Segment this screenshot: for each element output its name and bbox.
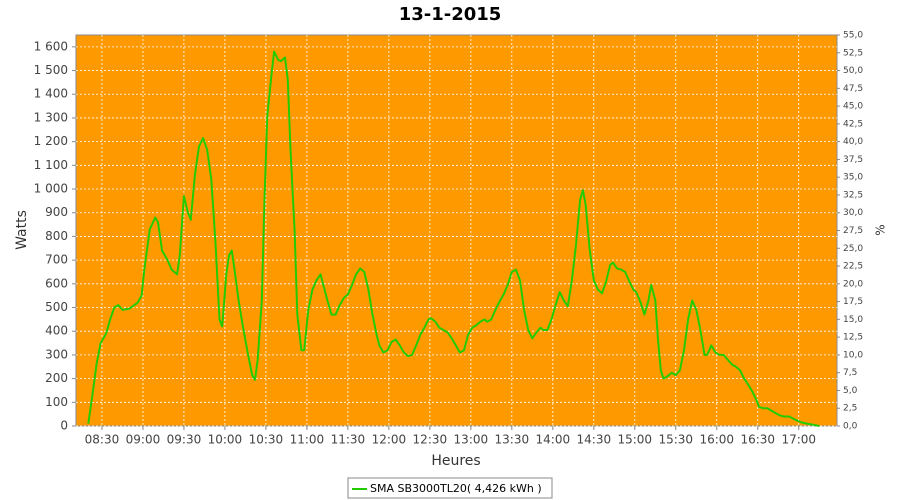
x-tick-label: 11:00 (290, 433, 325, 447)
y-tick-label: 1 500 (34, 63, 68, 77)
y-tick-label: 1 300 (34, 110, 68, 124)
y2-tick-label: 10,0 (843, 350, 863, 360)
y2-tick-label: 42,5 (843, 119, 863, 129)
y2-tick-label: 52,5 (843, 48, 863, 58)
x-tick-label: 16:30 (740, 433, 775, 447)
x-tick-label: 16:00 (699, 433, 734, 447)
y-tick-label: 600 (45, 276, 68, 290)
plot-area (75, 34, 838, 427)
chart-title: 13-1-2015 (399, 4, 502, 25)
y-tick-label: 1 200 (34, 134, 68, 148)
x-tick-label: 12:00 (372, 433, 407, 447)
y-tick-label: 500 (45, 300, 68, 314)
x-tick-label: 15:30 (658, 433, 693, 447)
y2-tick-label: 47,5 (843, 84, 863, 94)
y2-tick-label: 27,5 (843, 226, 863, 236)
y2-tick-label: 35,0 (843, 173, 863, 183)
y2-tick-label: 45,0 (843, 102, 863, 112)
y2-axis-label: % (874, 224, 888, 235)
y2-tick-label: 30,0 (843, 208, 863, 218)
x-axis-label: Heures (431, 453, 480, 469)
x-tick-label: 11:30 (331, 433, 366, 447)
y2-tick-label: 50,0 (843, 66, 863, 76)
y-tick-label: 1 100 (34, 158, 68, 172)
y-tick-label: 1 600 (34, 39, 68, 53)
y2-tick-label: 25,0 (843, 244, 863, 254)
y-tick-label: 200 (45, 371, 68, 385)
y2-tick-label: 17,5 (843, 297, 863, 307)
x-tick-label: 13:00 (454, 433, 489, 447)
y2-tick-label: 7,5 (843, 368, 857, 378)
y-tick-label: 0 (60, 419, 68, 433)
y2-tick-label: 32,5 (843, 190, 863, 200)
y2-tick-label: 37,5 (843, 155, 863, 165)
legend-box (347, 477, 553, 499)
series-line (87, 50, 820, 427)
y2-tick-label: 55,0 (843, 31, 863, 41)
x-tick-label: 10:00 (208, 433, 243, 447)
y2-tick-label: 22,5 (843, 262, 863, 272)
y2-tick-label: 12,5 (843, 333, 863, 343)
y-tick-label: 100 (45, 395, 68, 409)
x-tick-label: 15:00 (617, 433, 652, 447)
y-tick-label: 1 000 (34, 182, 68, 196)
x-tick-label: 14:30 (577, 433, 612, 447)
y2-tick-label: 2,5 (843, 404, 857, 414)
y-tick-label: 900 (45, 205, 68, 219)
x-tick-label: 08:30 (85, 433, 120, 447)
y2-tick-label: 0,0 (843, 422, 858, 432)
x-tick-label: 17:00 (781, 433, 816, 447)
y-tick-label: 700 (45, 253, 68, 267)
y-axis-label: Watts (14, 210, 30, 250)
y-tick-label: 1 400 (34, 87, 68, 101)
y2-tick-label: 15,0 (843, 315, 863, 325)
y-tick-label: 300 (45, 347, 68, 361)
y2-tick-label: 20,0 (843, 279, 863, 289)
y-tick-label: 800 (45, 229, 68, 243)
x-tick-label: 09:30 (167, 433, 202, 447)
y2-tick-label: 40,0 (843, 137, 863, 147)
x-tick-label: 12:30 (413, 433, 448, 447)
y-tick-label: 400 (45, 324, 68, 338)
x-tick-label: 13:30 (495, 433, 530, 447)
x-tick-label: 10:30 (249, 433, 284, 447)
y2-tick-label: 5,0 (843, 386, 858, 396)
legend-label: SMA SB3000TL20( 4,426 kWh ) (370, 482, 542, 495)
x-tick-label: 09:00 (126, 433, 161, 447)
x-tick-label: 14:00 (536, 433, 571, 447)
